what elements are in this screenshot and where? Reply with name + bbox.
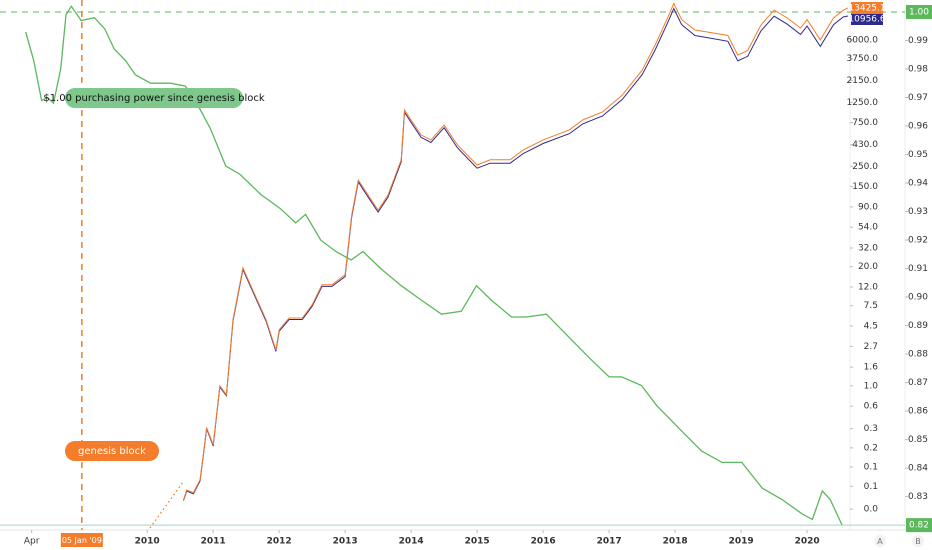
x-tick-label: 2015	[465, 537, 490, 547]
x-tick-label: 2014	[399, 537, 424, 547]
y2-tick-label: 0.89	[908, 321, 928, 331]
annotation-text: $1.00 purchasing power since genesis blo…	[43, 93, 265, 104]
y2-tick-label: 0.83	[908, 492, 928, 502]
y2-tick-label: 0.84	[908, 464, 928, 474]
y-tick-label: 0.0	[864, 505, 879, 515]
x-tick-label: 2012	[267, 537, 292, 547]
y-tick-label: 150.0	[852, 182, 878, 192]
corner-button-label[interactable]: A	[877, 537, 883, 546]
x-tick-label: 2020	[795, 537, 820, 547]
dotted-trail	[149, 481, 184, 529]
annotation-pill	[65, 88, 243, 108]
x-tick-label: 2010	[135, 537, 160, 547]
y-tick-label: 90.0	[858, 202, 878, 212]
y2-tick-label: 0.87	[908, 378, 928, 388]
x-tick-label: Apr	[24, 537, 40, 547]
y-tick-label: 2150.0	[847, 76, 879, 86]
y2-tick-label: 0.94	[908, 179, 928, 189]
y-tick-label: 2.7	[864, 342, 878, 352]
y-tick-label: 32.0	[858, 244, 878, 254]
corner-button-label[interactable]: B	[915, 537, 921, 546]
y2-tick-label: 0.98	[908, 64, 928, 74]
y-tick-label: 20.0	[858, 262, 878, 272]
y-tick-label: 0.6	[864, 402, 879, 412]
y-tick-label: 3750.0	[847, 54, 879, 64]
y-tick-label: 1.0	[864, 381, 879, 391]
y2-tick-label: 0.97	[908, 93, 928, 103]
annotation-pill	[65, 441, 159, 461]
y2-tick-label: 0.95	[908, 150, 928, 160]
y-tick-label: 0.3	[864, 424, 878, 434]
y-tick-label: 0.1	[864, 482, 878, 492]
reference-tag	[906, 4, 932, 19]
genesis-label: 05 Jan '09	[62, 536, 102, 545]
reference-label: 1.00	[909, 7, 929, 17]
y2-tick-label: 0.96	[908, 122, 928, 132]
y2-tick-label: 0.88	[908, 350, 928, 360]
last-value-tag	[851, 2, 883, 14]
y-tick-label: 250.0	[852, 162, 878, 172]
y2-tick-label: 0.99	[908, 36, 928, 46]
genesis-tag	[60, 533, 103, 547]
y2-tick-label: 0.90	[908, 293, 928, 303]
y2-tick-label: 0.93	[908, 207, 928, 217]
last-value-label: 10956.6	[848, 15, 885, 25]
y2-tick-label: 0.86	[908, 407, 928, 417]
x-tick-label: 2013	[333, 537, 358, 547]
last-value-tag	[851, 13, 883, 25]
y-tick-label: 750.0	[852, 118, 878, 128]
x-tick-label: 2018	[663, 537, 688, 547]
last-value-tag	[906, 518, 932, 533]
y2-tick-label: 0.92	[908, 236, 928, 246]
corner-button[interactable]	[874, 535, 886, 547]
series-line	[183, 2, 849, 500]
y-tick-label: 430.0	[852, 140, 878, 150]
y-tick-label: 0.2	[864, 443, 878, 453]
y-tick-label: 4.5	[864, 322, 878, 332]
y-tick-label: 1250.0	[847, 98, 879, 108]
series-line	[25, 5, 843, 526]
last-value-label: 0.82	[909, 521, 929, 531]
y-tick-label: 1.6	[864, 363, 879, 373]
x-tick-label: 2016	[531, 537, 556, 547]
y-tick-label: 7.5	[864, 301, 878, 311]
x-tick-label: 2011	[201, 537, 226, 547]
y2-tick-label: 0.91	[908, 264, 928, 274]
last-value-label: 13425.1	[848, 4, 885, 14]
x-tick-label: 2019	[729, 537, 754, 547]
y-tick-label: 0.1	[864, 462, 878, 472]
y-tick-label: 12.0	[858, 283, 878, 293]
corner-button[interactable]	[912, 535, 924, 547]
x-tick-label: 2017	[597, 537, 622, 547]
series-line	[183, 7, 849, 501]
y-tick-label: 54.0	[858, 223, 878, 233]
annotation-text: genesis block	[78, 446, 146, 457]
y-tick-label: 6000.0	[847, 35, 879, 45]
y2-tick-label: 0.85	[908, 435, 928, 445]
